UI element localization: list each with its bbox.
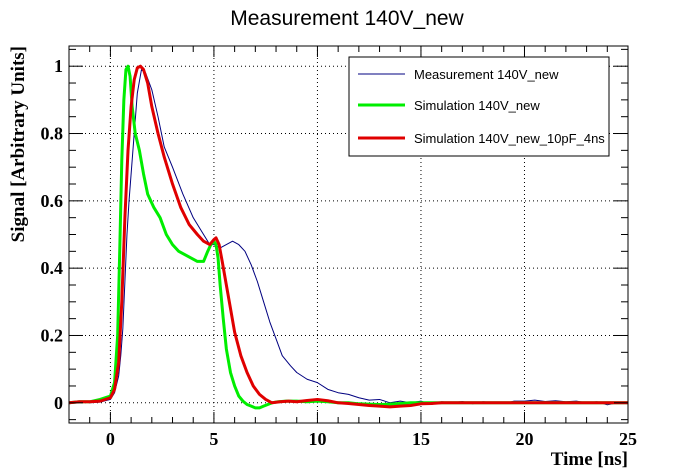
y-tick-label: 1 xyxy=(54,56,63,76)
legend: Measurement 140V_new Simulation 140V_new S… xyxy=(348,56,610,157)
x-tick-label: 25 xyxy=(619,429,637,449)
y-tick-label: 0.4 xyxy=(41,258,64,278)
series-layer xyxy=(68,64,629,410)
simulation-10pf-line xyxy=(68,64,628,409)
y-axis-label: Signal [Arbitrary Units] xyxy=(8,46,29,242)
x-tick-labels: 0 5 10 15 20 25 xyxy=(106,429,637,449)
legend-entry-measurement-label: Measurement 140V_new xyxy=(414,67,559,82)
legend-entry-simulation-10pf-label: Simulation 140V_new_10pF_4ns xyxy=(414,131,605,146)
y-tick-label: 0.8 xyxy=(41,124,64,144)
y-tick-labels: 0 0.2 0.4 0.6 0.8 1 xyxy=(41,56,64,413)
x-tick-label: 0 xyxy=(106,429,115,449)
y-tick-label: 0.2 xyxy=(41,325,64,345)
legend-entry-simulation-label: Simulation 140V_new xyxy=(414,98,540,113)
chart-title: Measurement 140V_new xyxy=(230,7,464,30)
simulation-line xyxy=(68,64,628,410)
x-axis-label: Time [ns] xyxy=(551,449,628,470)
y-tick-label: 0.6 xyxy=(41,191,64,211)
x-tick-label: 15 xyxy=(412,429,430,449)
x-tick-label: 5 xyxy=(209,429,218,449)
axis-ticks xyxy=(68,46,629,423)
x-tick-label: 20 xyxy=(515,429,533,449)
x-tick-label: 10 xyxy=(308,429,326,449)
y-tick-label: 0 xyxy=(54,393,63,413)
